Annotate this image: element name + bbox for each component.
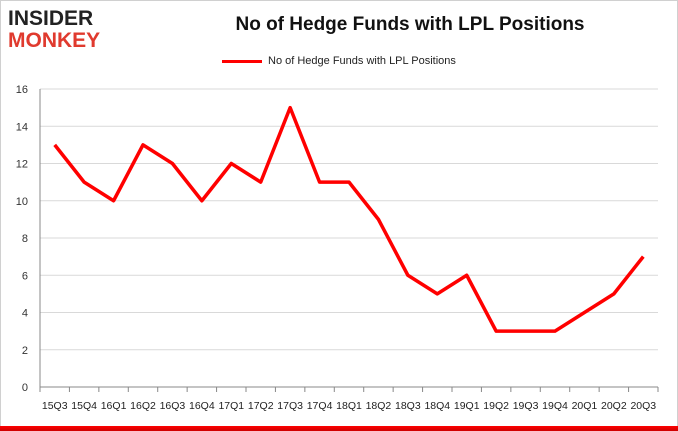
x-tick-label: 19Q2 — [483, 400, 509, 412]
y-tick-label: 4 — [22, 308, 28, 320]
x-tick-label: 20Q3 — [630, 400, 656, 412]
chart-title: No of Hedge Funds with LPL Positions — [235, 14, 585, 35]
x-tick-label: 16Q2 — [130, 400, 156, 412]
x-tick-label: 20Q1 — [572, 400, 598, 412]
x-tick-label: 18Q2 — [366, 400, 392, 412]
x-tick-label: 17Q2 — [248, 400, 274, 412]
x-tick-label: 18Q3 — [395, 400, 421, 412]
x-tick-label: 19Q4 — [542, 400, 568, 412]
bottom-accent-bar — [0, 426, 678, 431]
x-tick-label: 18Q1 — [336, 400, 362, 412]
legend-swatch — [222, 59, 262, 63]
y-tick-label: 6 — [22, 270, 28, 282]
x-tick-label: 15Q4 — [71, 400, 97, 412]
insider-monkey-logo: INSIDER MONKEY — [8, 8, 100, 52]
x-tick-label: 20Q2 — [601, 400, 627, 412]
x-tick-label: 19Q3 — [513, 400, 539, 412]
legend-label: No of Hedge Funds with LPL Positions — [268, 55, 456, 67]
y-tick-label: 14 — [16, 121, 28, 133]
x-tick-label: 16Q1 — [101, 400, 127, 412]
y-tick-label: 2 — [22, 345, 28, 357]
logo-line2: MONKEY — [8, 29, 101, 52]
x-tick-label: 16Q4 — [189, 400, 215, 412]
x-tick-label: 15Q3 — [42, 400, 68, 412]
x-tick-label: 17Q3 — [277, 400, 303, 412]
y-tick-label: 8 — [22, 233, 28, 245]
logo-line1: INSIDER — [8, 7, 94, 30]
legend: No of Hedge Funds with LPL Positions — [222, 55, 456, 67]
x-tick-label: 19Q1 — [454, 400, 480, 412]
x-tick-label: 17Q1 — [218, 400, 244, 412]
y-tick-label: 12 — [16, 159, 28, 171]
y-tick-label: 16 — [16, 84, 28, 96]
x-tick-label: 16Q3 — [160, 400, 186, 412]
series-line — [53, 105, 645, 333]
y-tick-label: 0 — [22, 382, 28, 394]
x-tick-label: 17Q4 — [307, 400, 333, 412]
x-tick-label: 18Q4 — [424, 400, 450, 412]
y-tick-label: 10 — [16, 196, 28, 208]
